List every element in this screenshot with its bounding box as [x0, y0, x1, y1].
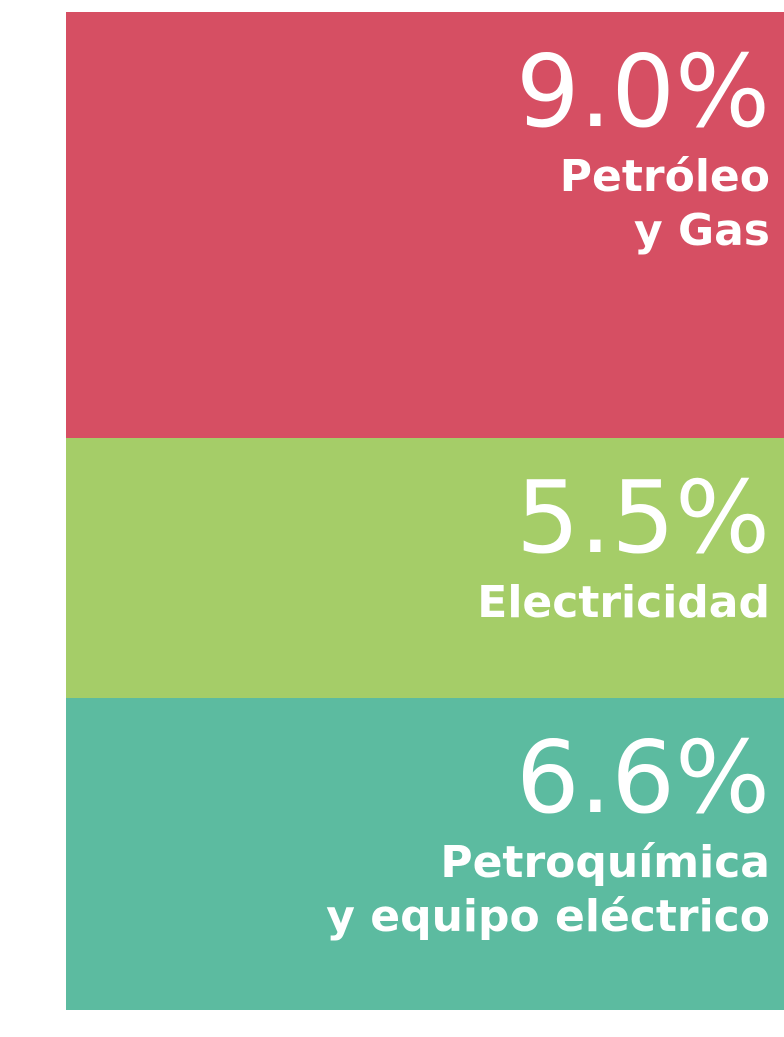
category-label: Petróleo y Gas: [559, 151, 770, 256]
segment: 6.6% Petroquímica y equipo eléctrico: [66, 697, 784, 1010]
value-label: 6.6%: [515, 718, 770, 836]
value-label: 5.5%: [515, 458, 770, 576]
value-label: 9.0%: [515, 33, 770, 150]
segment: 5.5% Electricidad: [66, 437, 784, 698]
category-label: Petroquímica y equipo eléctrico: [326, 836, 770, 942]
category-label: Electricidad: [477, 576, 770, 628]
stacked-bar: 9.0% Petróleo y Gas 5.5% Electricidad 6.6% Pe…: [66, 12, 784, 1010]
segment: 9.0% Petróleo y Gas: [66, 12, 784, 438]
